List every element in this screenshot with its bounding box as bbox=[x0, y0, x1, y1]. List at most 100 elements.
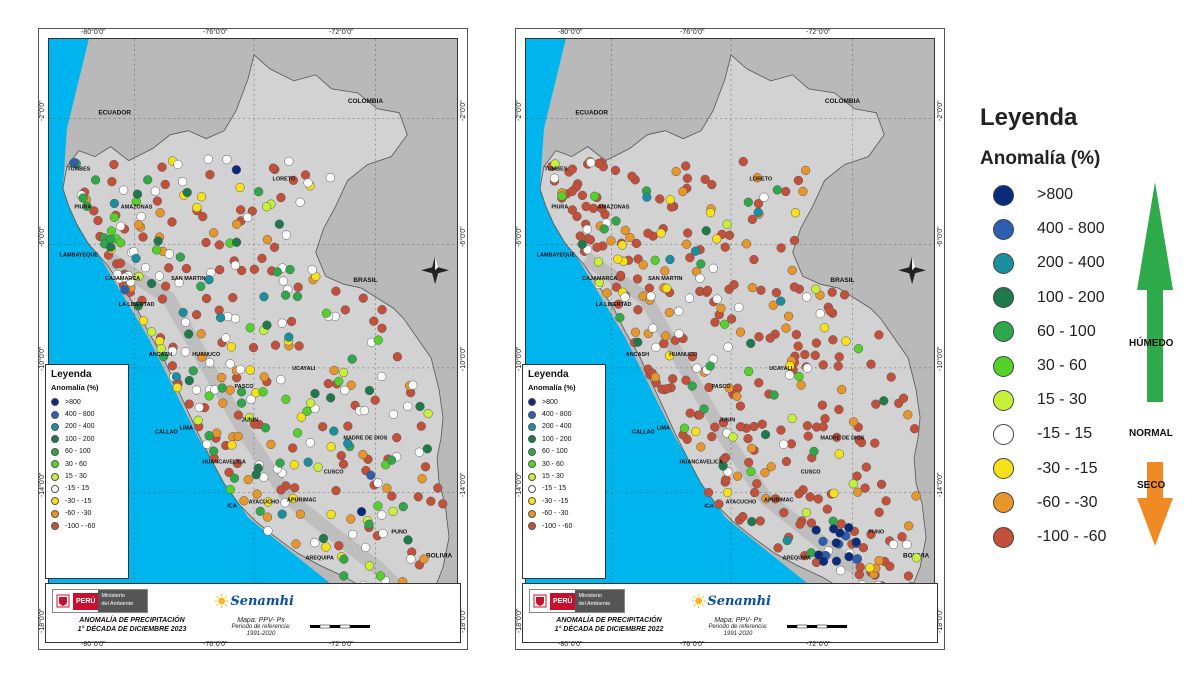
station-marker bbox=[770, 494, 781, 504]
station-marker bbox=[274, 219, 284, 229]
peru-crest-icon bbox=[56, 594, 70, 608]
station-marker bbox=[173, 159, 183, 170]
station-marker bbox=[138, 232, 148, 242]
station-marker bbox=[829, 488, 839, 498]
station-marker bbox=[633, 305, 643, 315]
legend-swatch bbox=[993, 184, 1014, 206]
mini-legend-label: -60 - -30 bbox=[65, 510, 92, 518]
station-marker bbox=[347, 354, 357, 364]
station-marker bbox=[831, 556, 842, 566]
map-title-line1: ANOMALÍA DE PRECIPITACIÓN bbox=[556, 617, 662, 624]
station-marker bbox=[230, 260, 241, 270]
station-marker bbox=[681, 161, 691, 171]
station-marker bbox=[275, 458, 285, 468]
station-marker bbox=[787, 265, 797, 275]
station-marker bbox=[567, 164, 577, 174]
station-marker bbox=[681, 239, 692, 249]
map-title-line2: 1° DÉCADA DE DICIEMBRE 2023 bbox=[77, 625, 187, 633]
station-marker bbox=[373, 501, 383, 511]
station-marker bbox=[744, 366, 754, 377]
mini-legend-label: 30 - 60 bbox=[65, 460, 87, 468]
station-marker bbox=[310, 538, 320, 548]
station-marker bbox=[724, 383, 734, 393]
station-marker bbox=[650, 255, 660, 265]
station-marker bbox=[710, 317, 720, 327]
region-label: CUSCO bbox=[324, 470, 344, 476]
station-marker bbox=[146, 278, 157, 289]
station-marker bbox=[743, 197, 753, 207]
station-marker bbox=[594, 158, 604, 169]
station-marker bbox=[392, 433, 402, 443]
station-marker bbox=[801, 165, 811, 175]
station-marker bbox=[433, 483, 443, 493]
station-marker bbox=[700, 174, 710, 184]
station-marker bbox=[876, 479, 887, 489]
station-marker bbox=[720, 242, 730, 252]
senamhi-logo: Senamhi bbox=[691, 588, 771, 614]
legend-swatch bbox=[993, 287, 1014, 309]
station-marker bbox=[414, 447, 425, 457]
station-marker bbox=[633, 254, 643, 264]
station-marker bbox=[109, 198, 120, 209]
station-marker bbox=[366, 470, 376, 480]
longitude-label: -80°0'0" bbox=[81, 29, 106, 36]
station-marker bbox=[252, 489, 262, 499]
station-marker bbox=[550, 159, 560, 169]
periodo-line2: 1991-2020 bbox=[723, 631, 753, 637]
region-label: HUANCAVELICA bbox=[679, 460, 722, 466]
ministry-label: Ministerio del Ambiente bbox=[98, 590, 147, 612]
station-marker bbox=[147, 327, 157, 337]
station-marker bbox=[707, 432, 717, 442]
station-marker bbox=[167, 346, 178, 356]
longitude-label: -72°0'0" bbox=[329, 29, 354, 36]
normal-label: NORMAL bbox=[1129, 428, 1173, 439]
station-marker bbox=[154, 271, 165, 281]
mini-legend-label: 60 - 100 bbox=[542, 448, 568, 456]
station-marker bbox=[307, 265, 317, 275]
country-label: COLOMBIA bbox=[348, 98, 384, 105]
station-marker bbox=[756, 285, 766, 295]
station-marker bbox=[331, 485, 341, 496]
station-marker bbox=[296, 412, 306, 422]
station-marker bbox=[735, 401, 746, 411]
scale-bar bbox=[310, 624, 370, 629]
station-marker bbox=[874, 330, 884, 340]
station-marker bbox=[902, 539, 912, 550]
station-marker bbox=[228, 293, 238, 303]
region-label: LAMBAYEQUE bbox=[537, 252, 576, 258]
station-marker bbox=[781, 186, 791, 197]
station-marker bbox=[897, 532, 907, 542]
station-marker bbox=[386, 455, 397, 465]
station-marker bbox=[184, 399, 194, 409]
station-marker bbox=[291, 539, 301, 549]
region-label: CALLAO bbox=[155, 430, 179, 436]
station-marker bbox=[885, 561, 895, 571]
station-marker bbox=[753, 207, 763, 217]
scale-bar bbox=[787, 624, 847, 629]
station-marker bbox=[364, 519, 374, 529]
station-marker bbox=[789, 235, 800, 246]
station-marker bbox=[358, 293, 368, 303]
station-marker bbox=[735, 327, 746, 337]
station-marker bbox=[754, 378, 764, 388]
station-marker bbox=[790, 208, 801, 218]
legend-label: 400 - 800 bbox=[1037, 220, 1105, 238]
station-marker bbox=[174, 278, 184, 288]
station-marker bbox=[422, 444, 432, 454]
station-marker bbox=[659, 338, 669, 349]
station-marker bbox=[120, 272, 130, 283]
senamhi-logo: Senamhi bbox=[214, 588, 294, 614]
station-marker bbox=[338, 459, 349, 469]
station-marker bbox=[582, 224, 592, 234]
station-marker bbox=[305, 438, 315, 448]
station-marker bbox=[184, 329, 194, 339]
region-label: PUNO bbox=[391, 529, 408, 535]
station-marker bbox=[729, 280, 739, 290]
station-marker bbox=[825, 306, 835, 316]
station-marker bbox=[783, 311, 794, 321]
station-marker bbox=[288, 175, 299, 185]
station-marker bbox=[617, 240, 627, 250]
mini-legend-row: -15 - 15 bbox=[528, 483, 600, 495]
region-label: LAMBAYEQUE bbox=[60, 252, 99, 258]
mini-legend-label: -100 - -60 bbox=[542, 522, 573, 530]
